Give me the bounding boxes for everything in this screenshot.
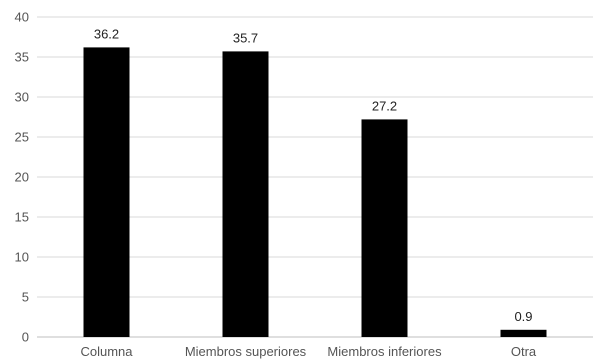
y-tick-label: 40 <box>15 10 29 25</box>
y-axis-tick-labels: 0 5 10 15 20 25 30 35 40 <box>15 10 29 345</box>
y-tick-label: 30 <box>15 90 29 105</box>
category-label: Miembros inferiores <box>327 344 442 359</box>
x-axis-category-labels: Columna Miembros superiores Miembros infer… <box>80 344 536 359</box>
category-label: Miembros superiores <box>185 344 307 359</box>
y-tick-label: 25 <box>15 130 29 145</box>
bars <box>83 47 547 338</box>
category-label: Otra <box>511 344 537 359</box>
category-label: Columna <box>80 344 133 359</box>
grid-lines <box>37 16 593 338</box>
y-tick-label: 35 <box>15 50 29 65</box>
y-tick-label: 20 <box>15 170 29 185</box>
y-tick-label: 5 <box>22 290 29 305</box>
data-label: 36.2 <box>94 26 119 41</box>
bar <box>222 51 269 338</box>
data-labels: 36.2 35.7 27.2 0.9 <box>94 26 533 323</box>
data-label: 0.9 <box>514 309 532 324</box>
y-tick-label: 15 <box>15 210 29 225</box>
bar <box>83 47 130 338</box>
data-label: 27.2 <box>372 98 397 113</box>
bar <box>500 329 547 337</box>
bar <box>361 119 408 338</box>
y-tick-label: 0 <box>22 330 29 345</box>
y-tick-label: 10 <box>15 250 29 265</box>
data-label: 35.7 <box>233 30 258 45</box>
